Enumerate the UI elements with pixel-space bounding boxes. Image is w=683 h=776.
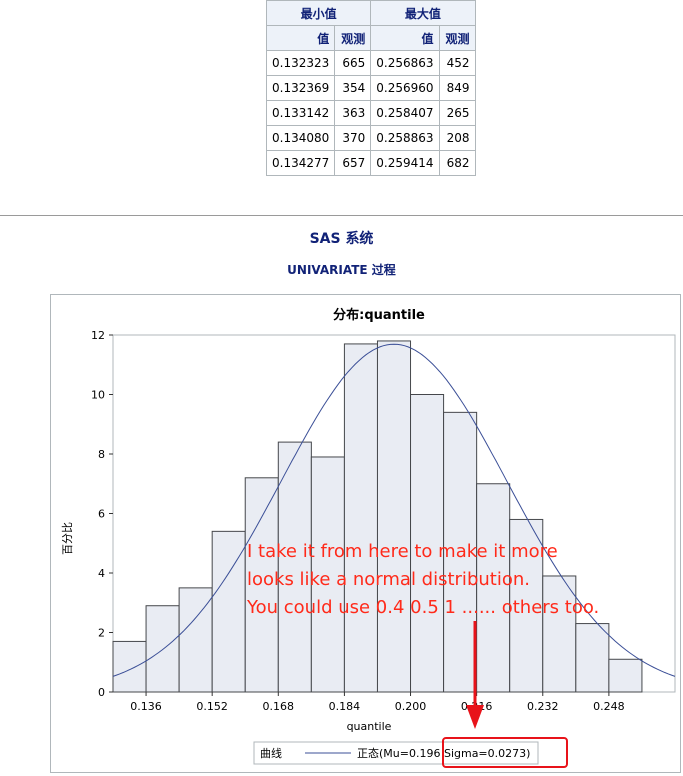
histogram-bar	[277, 441, 312, 693]
table-cell: 0.132323	[265, 50, 336, 76]
table-cell: 354	[334, 75, 372, 101]
max-obs-col-header: 观测	[438, 25, 476, 51]
table-cell: 849	[438, 75, 476, 101]
annotation-text-line: I take it from here to make it more	[247, 541, 558, 562]
histogram-bar	[145, 605, 180, 693]
normal-curve-line	[112, 343, 676, 677]
table-group-header-row: 最小值 最大值	[265, 0, 476, 26]
table-cell: 0.256863	[370, 50, 440, 76]
histogram-bar	[443, 411, 478, 693]
table-cell: 0.258863	[370, 125, 440, 151]
y-tick-label: 10	[91, 389, 105, 402]
table-cell: 682	[438, 150, 476, 176]
table-row: 0.134277 657 0.259414 682	[265, 150, 476, 176]
table-row: 0.132369 354 0.256960 849	[265, 75, 476, 101]
histogram-bar	[310, 456, 345, 693]
y-tick-label: 12	[91, 329, 105, 342]
histogram-bar	[178, 587, 213, 693]
histogram-bar	[608, 658, 643, 693]
min-obs-col-header: 观测	[334, 25, 372, 51]
x-tick-label: 0.152	[196, 700, 228, 713]
table-cell: 0.259414	[370, 150, 440, 176]
x-tick-label: 0.248	[593, 700, 625, 713]
y-tick-label: 6	[98, 508, 105, 521]
x-axis-label: quantile	[347, 720, 392, 733]
table-cell: 657	[334, 150, 372, 176]
table-cell: 363	[334, 100, 372, 126]
y-tick-label: 4	[98, 567, 105, 580]
sigma-highlight-box	[442, 737, 568, 768]
table-cell: 208	[438, 125, 476, 151]
histogram-chart: 分布:quantile 0 2 4 6 8 10 12 0.136 0.152 0.168 0.184…	[61, 307, 676, 768]
histogram-graph-panel: 分布:quantile 0 2 4 6 8 10 12 0.136 0.152 0.168 0.184…	[50, 294, 681, 773]
table-cell: 0.134277	[265, 150, 336, 176]
histogram-bar	[542, 575, 577, 693]
max-value-col-header: 值	[370, 25, 440, 51]
table-cell: 0.256960	[370, 75, 440, 101]
procedure-title: UNIVARIATE 过程	[287, 263, 396, 277]
x-tick-label: 0.232	[527, 700, 559, 713]
table-cell: 0.132369	[265, 75, 336, 101]
x-tick-label: 0.200	[395, 700, 427, 713]
y-tick-label: 8	[98, 448, 105, 461]
legend-title: 曲线	[260, 746, 282, 760]
histogram-bar	[476, 483, 511, 693]
table-cell: 452	[438, 50, 476, 76]
extreme-values-table: 最小值 最大值 值 观测 值 观测 0.132323 665 0.256863 …	[265, 0, 476, 176]
y-axis-label: 百分比	[61, 522, 74, 555]
system-title: SAS 系统	[309, 231, 374, 247]
histogram-bar	[575, 623, 610, 693]
table-cell: 665	[334, 50, 372, 76]
histogram-bar	[211, 530, 246, 693]
annotation-text-line: looks like a normal distribution.	[247, 569, 530, 590]
table-cell: 0.258407	[370, 100, 440, 126]
chart-title: 分布:quantile	[333, 307, 425, 323]
histogram-bar	[509, 518, 544, 693]
table-cell: 0.134080	[265, 125, 336, 151]
histogram-bar	[343, 343, 378, 693]
min-value-col-header: 值	[265, 25, 336, 51]
table-row: 0.132323 665 0.256863 452	[265, 50, 476, 76]
table-cell: 0.133142	[265, 100, 336, 126]
min-values-header: 最小值	[265, 0, 372, 26]
annotation-arrow-head	[466, 705, 484, 729]
annotation-text-line: You could use 0.4 0.5 1 ...... others to…	[246, 597, 599, 618]
x-tick-label: 0.136	[130, 700, 162, 713]
x-tick-label: 0.184	[329, 700, 361, 713]
y-tick-label: 2	[98, 627, 105, 640]
table-row: 0.133142 363 0.258407 265	[265, 100, 476, 126]
histogram-bar	[112, 640, 147, 693]
x-tick-label: 0.168	[263, 700, 295, 713]
histogram-bar	[376, 340, 412, 693]
histogram-bar	[410, 394, 445, 693]
y-tick-label: 0	[98, 686, 105, 699]
table-cell: 265	[438, 100, 476, 126]
table-sub-header-row: 值 观测 值 观测	[265, 25, 476, 51]
table-row: 0.134080 370 0.258863 208	[265, 125, 476, 151]
section-divider	[0, 215, 683, 216]
max-values-header: 最大值	[370, 0, 476, 26]
table-cell: 370	[334, 125, 372, 151]
legend-box	[253, 741, 539, 765]
